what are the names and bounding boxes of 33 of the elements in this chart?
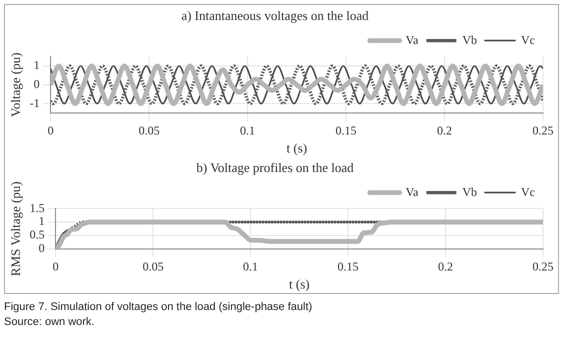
legend-label: Va — [406, 32, 420, 47]
x-tick-label: 0 — [48, 123, 54, 138]
y-tick-label: 0 — [34, 76, 40, 91]
x-tick-label: 0.25 — [532, 259, 554, 274]
y-tick-label: -1 — [30, 96, 40, 110]
chart-title: a) Intantaneous voltages on the load — [181, 8, 370, 24]
legend-label: Vc — [521, 184, 536, 199]
x-tick-label: 0.05 — [142, 259, 164, 274]
chart-title: b) Voltage profiles on the load — [196, 160, 354, 176]
x-tick-label: 0.2 — [438, 259, 454, 274]
legend-label: Vb — [462, 32, 478, 47]
y-tick-label: 0.5 — [30, 228, 45, 242]
x-axis-title: t (s) — [286, 140, 308, 156]
legend-label: Vc — [521, 32, 536, 47]
y-tick-label: 0 — [38, 241, 45, 256]
x-tick-label: 0.1 — [240, 123, 256, 138]
x-tick-label: 0.25 — [532, 123, 554, 138]
legend-label: Va — [406, 184, 420, 199]
x-tick-label: 0.05 — [138, 123, 160, 138]
x-tick-label: 0.15 — [338, 259, 359, 274]
y-tick-label: 1 — [34, 58, 40, 72]
y-axis-title: RMS Voltage (pu) — [8, 181, 24, 276]
x-tick-label: 0.15 — [336, 123, 357, 138]
caption: Figure 7. Simulation of voltages on the load (single-phase fault) — [4, 300, 314, 315]
source-note: Source: own work. — [4, 315, 96, 330]
x-tick-label: 0 — [52, 259, 59, 274]
x-axis-title: t (s) — [289, 276, 310, 292]
y-tick-label: 1 — [38, 214, 45, 228]
y-axis-title: Voltage (pu) — [8, 52, 24, 117]
x-tick-label: 0.2 — [437, 123, 452, 138]
legend-label: Vb — [462, 184, 478, 199]
y-tick-label: 1.5 — [30, 200, 45, 215]
x-tick-label: 0.1 — [243, 259, 258, 274]
